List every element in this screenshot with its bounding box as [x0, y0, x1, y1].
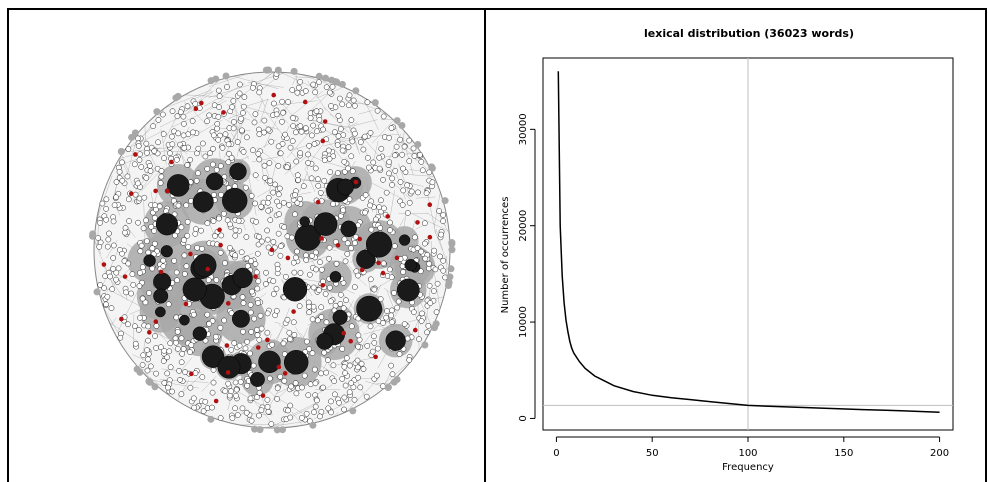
- x-tick-label: 100: [738, 448, 757, 459]
- y-axis-label: Number of occurrences: [500, 197, 511, 314]
- lexical-distribution-chart: lexical distribution (36023 words) 0 50 10…: [500, 27, 954, 473]
- chart-title: lexical distribution (36023 words): [644, 27, 854, 40]
- y-tick-label: 30000: [518, 113, 529, 145]
- x-axis-label: Frequency: [722, 462, 774, 473]
- y-tick-label: 10000: [518, 306, 529, 338]
- y-tick-label: 20000: [518, 210, 529, 242]
- x-tick-label: 0: [553, 448, 559, 459]
- series-line-0: [557, 71, 940, 413]
- x-tick-label: 150: [834, 448, 853, 459]
- x-tick-label: 50: [646, 448, 659, 459]
- network-highlighted-nodes: [101, 92, 433, 404]
- figure-frame: [7, 8, 987, 482]
- panel-divider: [484, 8, 486, 482]
- word-network-graph: [89, 66, 456, 434]
- x-tick-label: 200: [930, 448, 949, 459]
- network-hub-nodes: [143, 162, 421, 387]
- y-tick-label: 0: [518, 415, 529, 421]
